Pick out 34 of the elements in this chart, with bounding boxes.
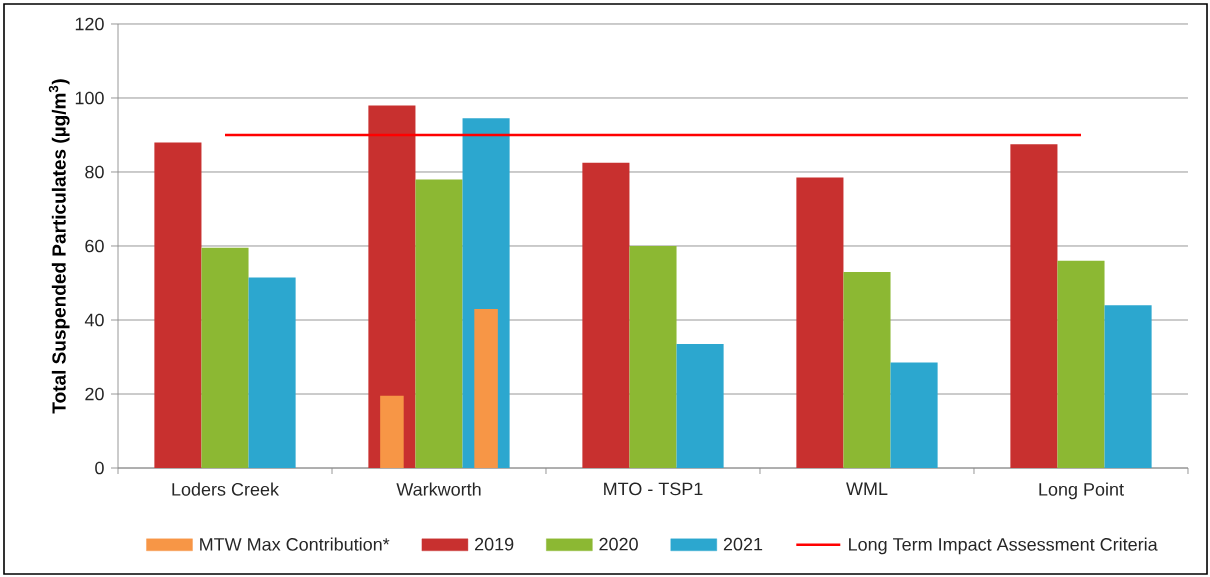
bar <box>154 142 202 468</box>
x-tick-label: WML <box>846 482 888 495</box>
y-axis-title: Total Suspended Particulates (µg/m$^{3}$) <box>48 79 70 414</box>
y-tick-label: 40 <box>84 313 104 327</box>
y-tick-label: 80 <box>85 165 104 179</box>
y-tick-label: 60 <box>85 239 104 253</box>
x-tick-label: Warkworth <box>396 482 481 496</box>
legend-label: Long Term Impact Assessment Criteria <box>849 537 1158 555</box>
y-tick-label: 120 <box>75 17 104 31</box>
bar <box>380 395 404 468</box>
legend-label: 2020 <box>599 537 638 551</box>
bar <box>890 362 938 468</box>
x-tick-label: MTO - TSP1 <box>604 482 703 496</box>
bar <box>248 277 296 468</box>
y-tick-label: 100 <box>75 91 104 105</box>
legend-label: 2019 <box>475 537 514 551</box>
bar <box>843 271 891 468</box>
x-tick-label: Loders Creek <box>172 482 280 496</box>
y-tick-label: 20 <box>85 387 104 401</box>
bar <box>201 247 249 468</box>
bar <box>1057 260 1105 468</box>
bar <box>474 308 498 468</box>
y-tick-label: 0 <box>95 461 104 475</box>
bar <box>1104 305 1152 468</box>
x-tick-label: Long Point <box>1039 482 1124 500</box>
bar <box>629 246 677 468</box>
legend-label: MTW Max Contribution* <box>200 537 390 551</box>
legend-label: 2021 <box>723 537 763 551</box>
bar <box>415 179 463 468</box>
bar <box>676 344 724 468</box>
bar <box>582 162 630 468</box>
bar <box>1010 144 1058 468</box>
bar <box>368 105 416 468</box>
bar <box>796 177 844 468</box>
